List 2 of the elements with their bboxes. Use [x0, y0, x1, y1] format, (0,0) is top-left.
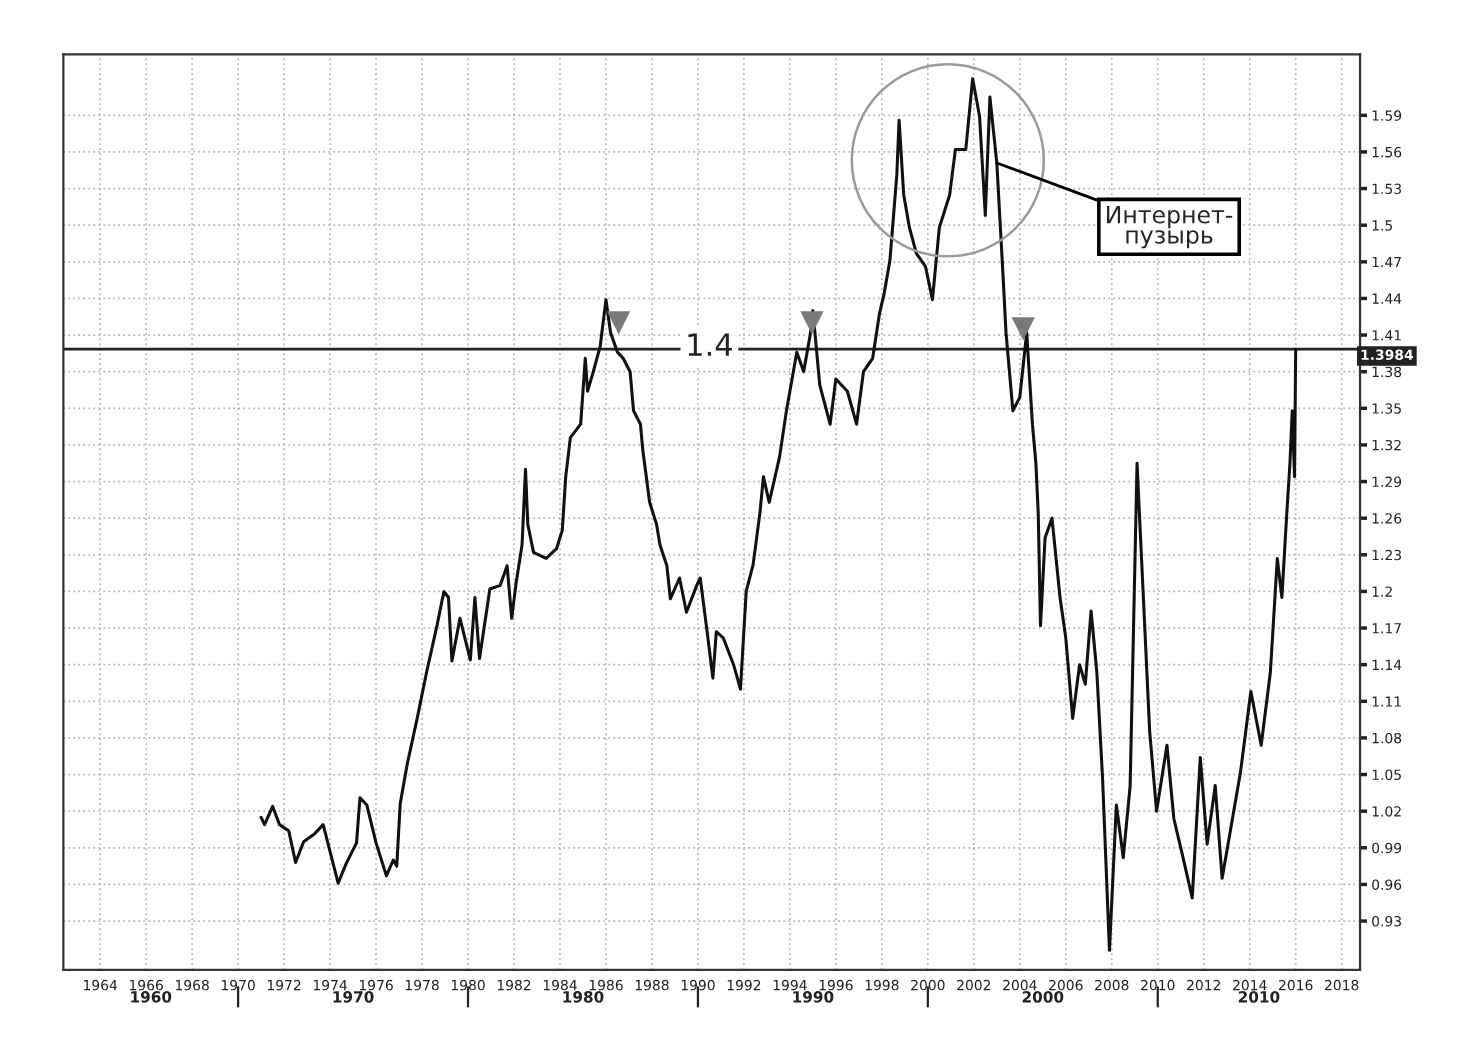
annotation: Интернет- пузырь — [1107, 206, 1233, 249]
annotation: 1.4 — [688, 333, 733, 356]
